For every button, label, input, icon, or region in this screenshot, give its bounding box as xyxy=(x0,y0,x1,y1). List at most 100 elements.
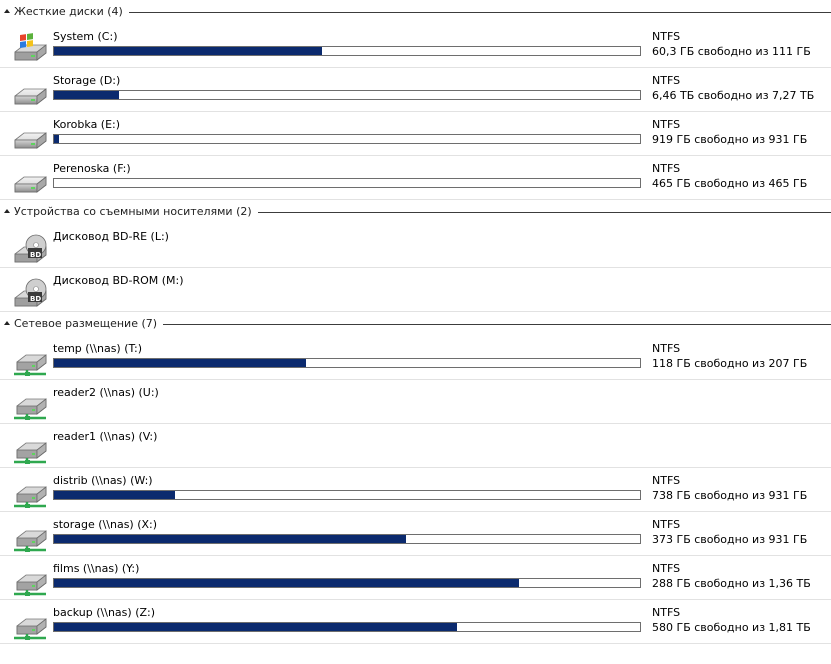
row-separator xyxy=(0,67,831,68)
collapse-arrow-icon[interactable] xyxy=(4,209,10,213)
drive-item[interactable]: Korobka (E:) NTFS 919 ГБ свободно из 931 Г… xyxy=(0,112,831,156)
free-space-text: 465 ГБ свободно из 465 ГБ xyxy=(652,177,808,190)
usage-bar xyxy=(53,358,641,368)
bd-label: BD xyxy=(30,251,42,259)
row-separator xyxy=(0,199,831,200)
drive-item[interactable]: BD Дисковод BD-RE (L:) xyxy=(0,224,831,268)
row-separator xyxy=(0,643,831,644)
row-separator xyxy=(0,111,831,112)
drive-item[interactable]: Perenoska (F:) NTFS 465 ГБ свободно из 465… xyxy=(0,156,831,200)
row-separator xyxy=(0,599,831,600)
group-title: Сетевое размещение (7) xyxy=(14,317,158,330)
filesystem-label: NTFS xyxy=(652,30,681,43)
row-separator xyxy=(0,423,831,424)
filesystem-label: NTFS xyxy=(652,74,681,87)
usage-bar-fill xyxy=(54,623,457,631)
network-drive-icon xyxy=(12,476,48,508)
filesystem-label: NTFS xyxy=(652,162,681,175)
network-drive-icon xyxy=(12,564,48,596)
group-hdd: Жесткие диски (4) System (C:) NTFS 60,3 ГБ… xyxy=(0,0,831,200)
drive-item[interactable]: distrib (\\nas) (W:) NTFS 738 ГБ свободно … xyxy=(0,468,831,512)
free-space-text: 580 ГБ свободно из 1,81 ТБ xyxy=(652,621,811,634)
collapse-arrow-icon[interactable] xyxy=(4,321,10,325)
drive-name: Дисковод BD-ROM (M:) xyxy=(53,274,184,287)
filesystem-label: NTFS xyxy=(652,518,681,531)
hard-drive-icon xyxy=(12,76,48,108)
usage-bar-fill xyxy=(54,579,519,587)
group-optical: Устройства со съемными носителями (2) BD… xyxy=(0,200,831,312)
free-space-text: 373 ГБ свободно из 931 ГБ xyxy=(652,533,808,546)
drive-name: temp (\\nas) (T:) xyxy=(53,342,143,355)
drive-name: films (\\nas) (Y:) xyxy=(53,562,140,575)
usage-bar-fill xyxy=(54,91,120,99)
group-network: Сетевое размещение (7) temp (\\nas) (T:)… xyxy=(0,312,831,644)
usage-bar xyxy=(53,46,641,56)
group-divider xyxy=(129,12,831,13)
group-title: Жесткие диски (4) xyxy=(14,5,123,18)
drive-item[interactable]: storage (\\nas) (X:) NTFS 373 ГБ свободно … xyxy=(0,512,831,556)
drive-item[interactable]: System (C:) NTFS 60,3 ГБ свободно из 111 Г… xyxy=(0,24,831,68)
filesystem-label: NTFS xyxy=(652,474,681,487)
drive-name: reader1 (\\nas) (V:) xyxy=(53,430,158,443)
drive-item[interactable]: backup (\\nas) (Z:) NTFS 580 ГБ свободно и… xyxy=(0,600,831,644)
drive-item[interactable]: reader2 (\\nas) (U:) xyxy=(0,380,831,424)
collapse-arrow-icon[interactable] xyxy=(4,9,10,13)
free-space-text: 60,3 ГБ свободно из 111 ГБ xyxy=(652,45,811,58)
filesystem-label: NTFS xyxy=(652,342,681,355)
network-drive-icon xyxy=(12,520,48,552)
drive-name: distrib (\\nas) (W:) xyxy=(53,474,153,487)
usage-bar-fill xyxy=(54,359,306,367)
drive-item[interactable]: BD Дисковод BD-ROM (M:) xyxy=(0,268,831,312)
group-divider xyxy=(258,212,831,213)
group-header[interactable]: Жесткие диски (4) xyxy=(0,0,831,24)
free-space-text: 738 ГБ свободно из 931 ГБ xyxy=(652,489,808,502)
bd-drive-icon xyxy=(12,232,48,264)
row-separator xyxy=(0,379,831,380)
usage-bar xyxy=(53,134,641,144)
group-title: Устройства со съемными носителями (2) xyxy=(14,205,252,218)
free-space-text: 6,46 ТБ свободно из 7,27 ТБ xyxy=(652,89,815,102)
usage-bar xyxy=(53,534,641,544)
free-space-text: 919 ГБ свободно из 931 ГБ xyxy=(652,133,808,146)
bd-drive-icon xyxy=(12,276,48,308)
network-drive-icon xyxy=(12,608,48,640)
group-header[interactable]: Устройства со съемными носителями (2) xyxy=(0,200,831,224)
drive-item[interactable]: temp (\\nas) (T:) NTFS 118 ГБ свободно из … xyxy=(0,336,831,380)
drive-item[interactable]: reader1 (\\nas) (V:) xyxy=(0,424,831,468)
filesystem-label: NTFS xyxy=(652,118,681,131)
row-separator xyxy=(0,267,831,268)
drive-name: System (C:) xyxy=(53,30,118,43)
drive-name: Korobka (E:) xyxy=(53,118,121,131)
usage-bar xyxy=(53,90,641,100)
free-space-text: 118 ГБ свободно из 207 ГБ xyxy=(652,357,808,370)
drive-name: Perenoska (F:) xyxy=(53,162,131,175)
group-divider xyxy=(163,324,831,325)
row-separator xyxy=(0,511,831,512)
drive-name: Storage (D:) xyxy=(53,74,121,87)
drive-name: Дисковод BD-RE (L:) xyxy=(53,230,169,243)
drive-name: storage (\\nas) (X:) xyxy=(53,518,158,531)
row-separator xyxy=(0,555,831,556)
windows-drive-icon xyxy=(12,32,48,64)
usage-bar-fill xyxy=(54,47,322,55)
drives-view: Жесткие диски (4) System (C:) NTFS 60,3 ГБ… xyxy=(0,0,831,644)
row-separator xyxy=(0,311,831,312)
filesystem-label: NTFS xyxy=(652,606,681,619)
usage-bar xyxy=(53,578,641,588)
network-drive-icon xyxy=(12,344,48,376)
filesystem-label: NTFS xyxy=(652,562,681,575)
free-space-text: 288 ГБ свободно из 1,36 ТБ xyxy=(652,577,811,590)
usage-bar-fill xyxy=(54,535,406,543)
usage-bar xyxy=(53,178,641,188)
usage-bar-fill xyxy=(54,135,60,143)
drive-item[interactable]: Storage (D:) NTFS 6,46 ТБ свободно из 7,27… xyxy=(0,68,831,112)
drive-item[interactable]: films (\\nas) (Y:) NTFS 288 ГБ свободно из… xyxy=(0,556,831,600)
drive-name: backup (\\nas) (Z:) xyxy=(53,606,156,619)
row-separator xyxy=(0,467,831,468)
row-separator xyxy=(0,155,831,156)
network-drive-icon xyxy=(12,388,48,420)
hard-drive-icon xyxy=(12,164,48,196)
group-header[interactable]: Сетевое размещение (7) xyxy=(0,312,831,336)
usage-bar xyxy=(53,622,641,632)
network-drive-icon xyxy=(12,432,48,464)
